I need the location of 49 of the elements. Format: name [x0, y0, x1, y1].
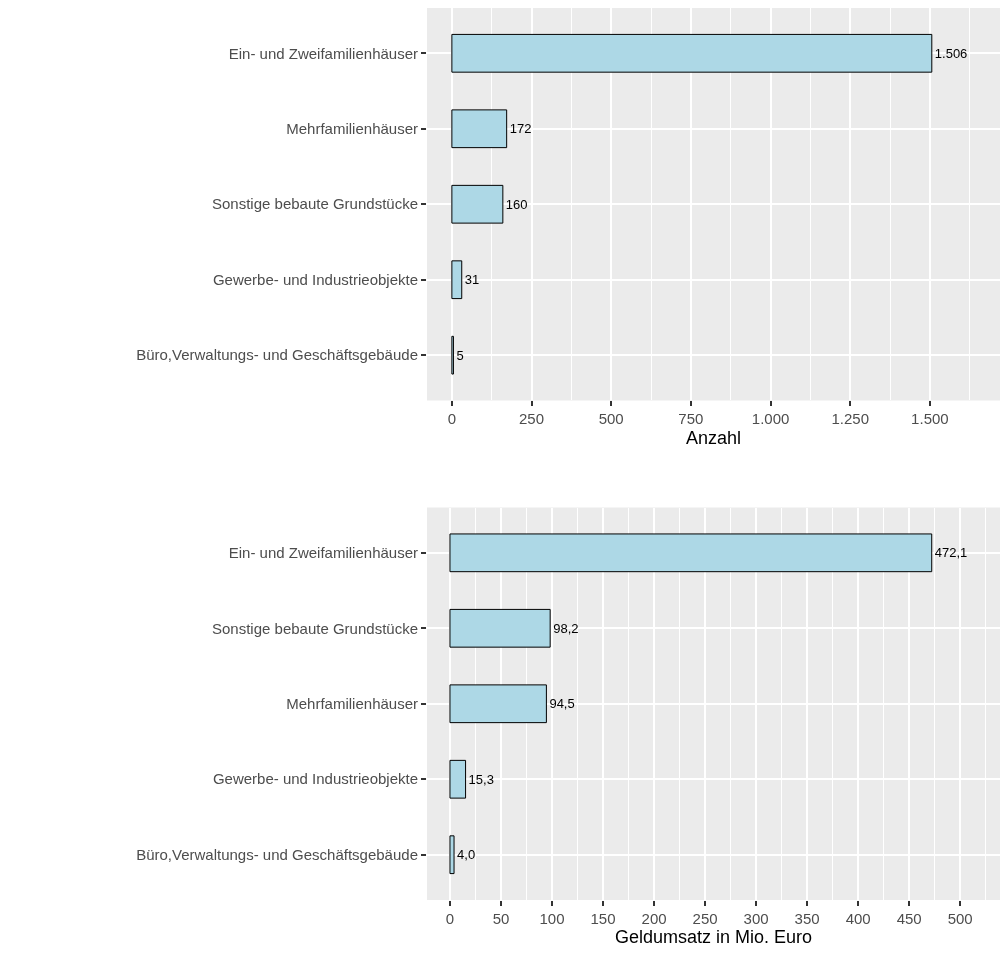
bar	[451, 260, 463, 300]
bar	[451, 33, 933, 73]
bar	[449, 533, 933, 573]
x-axis-title: Geldumsatz in Mio. Euro	[614, 927, 813, 948]
y-tick-label: Büro,Verwaltungs- und Geschäftsgebäude	[136, 845, 418, 863]
x-tick-label: 500	[947, 910, 973, 927]
y-tick-label: Büro,Verwaltungs- und Geschäftsgebäude	[136, 346, 418, 364]
x-tick-label: 400	[845, 910, 871, 927]
x-tick-label: 150	[590, 910, 616, 927]
x-axis-title: Anzahl	[685, 427, 742, 448]
x-tick-label: 750	[678, 410, 704, 428]
y-tick-label: Sonstige bebaute Grundstücke	[212, 619, 418, 637]
bar	[449, 684, 547, 724]
x-tick-label: 1.250	[831, 410, 869, 428]
y-tick-label: Sonstige bebaute Grundstücke	[212, 195, 418, 213]
bar	[451, 184, 504, 224]
y-tick-label: Ein- und Zweifamilienhäuser	[228, 44, 418, 62]
data-label: 5	[456, 347, 464, 363]
x-tick-label: 100	[539, 910, 565, 927]
x-tick-label: 250	[692, 910, 718, 927]
data-label: 15,3	[468, 771, 494, 787]
x-tick-label: 0	[445, 910, 455, 927]
bar	[449, 759, 467, 799]
y-tick-label: Gewerbe- und Industrieobjekte	[212, 770, 418, 788]
data-label: 1.506	[934, 45, 968, 61]
bar	[449, 835, 455, 875]
data-label: 172	[509, 121, 532, 137]
bar	[449, 608, 551, 648]
data-label: 98,2	[553, 620, 579, 636]
x-tick-label: 0	[447, 410, 457, 428]
x-tick-label: 300	[743, 910, 769, 927]
x-tick-label: 250	[519, 410, 545, 428]
y-tick-label: Gewerbe- und Industrieobjekte	[212, 270, 418, 288]
x-tick-label: 1.500	[911, 410, 949, 428]
data-label: 4,0	[457, 847, 476, 863]
x-tick-label: 200	[641, 910, 667, 927]
data-label: 160	[505, 196, 528, 212]
y-tick-label: Ein- und Zweifamilienhäuser	[228, 544, 418, 562]
y-tick-label: Mehrfamilienhäuser	[286, 695, 418, 713]
data-label: 472,1	[934, 545, 968, 561]
x-tick-label: 500	[598, 410, 624, 428]
x-tick-label: 1.000	[751, 410, 790, 428]
data-label: 94,5	[549, 696, 575, 712]
x-tick-label: 50	[492, 910, 510, 927]
bar	[451, 109, 508, 149]
x-tick-label: 350	[794, 910, 820, 927]
y-tick-label: Mehrfamilienhäuser	[286, 120, 418, 138]
data-label: 31	[464, 272, 480, 288]
x-tick-label: 450	[896, 910, 922, 927]
